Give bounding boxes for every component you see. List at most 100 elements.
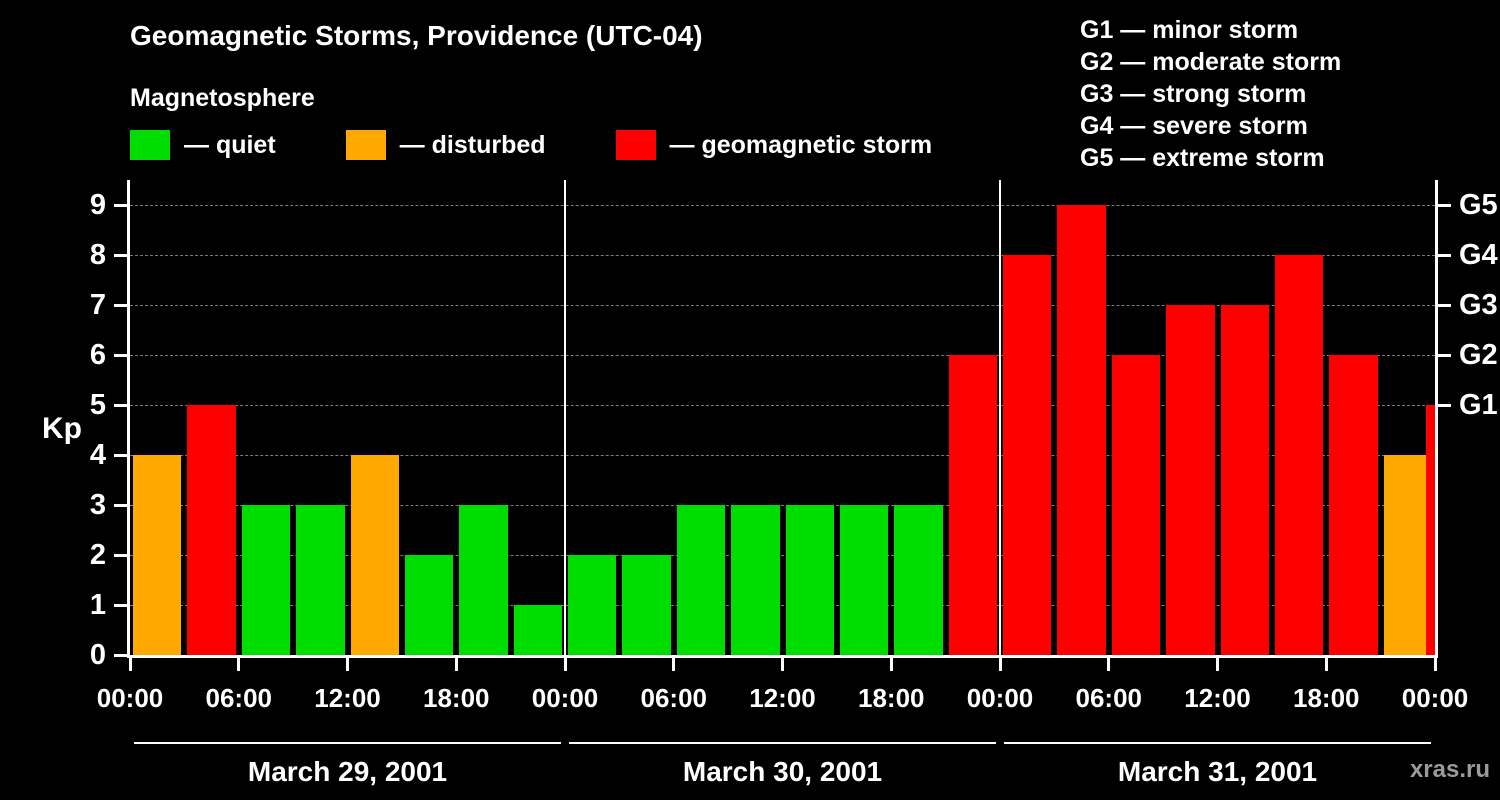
- x-tick-label: 00:00: [1401, 683, 1469, 713]
- storm-scale-g2: G2 — moderate storm: [1080, 48, 1342, 76]
- x-tick: [454, 658, 458, 671]
- storm-scale-g5: G5 — extreme storm: [1080, 144, 1325, 172]
- y-tick: [114, 553, 127, 557]
- y-tick-label: 5: [89, 389, 106, 421]
- x-tick-label: 12:00: [749, 683, 816, 713]
- x-tick-label: 06:00: [1075, 683, 1143, 713]
- day-divider: [564, 180, 566, 655]
- y-tick: [114, 503, 127, 507]
- gridline-kp-1: [130, 605, 1435, 606]
- kp-bar: [1111, 355, 1161, 655]
- legend-item-geomagnetic-storm: — geomagnetic storm: [615, 130, 932, 160]
- date-bracket: [569, 742, 996, 744]
- kp-bar: [948, 355, 997, 655]
- x-tick: [128, 658, 132, 671]
- g-tick-label: G3: [1459, 289, 1498, 321]
- g-tick: [1438, 353, 1451, 357]
- kp-bar: [1003, 255, 1052, 655]
- g-tick: [1438, 203, 1451, 207]
- kp-bar: [1220, 305, 1269, 655]
- y-tick-label: 6: [89, 339, 106, 371]
- kp-bar: [622, 555, 671, 655]
- x-tick: [1107, 658, 1111, 671]
- gridline-kp-3: [130, 505, 1435, 506]
- y-tick: [114, 303, 127, 307]
- date-label: March 29, 2001: [247, 756, 448, 787]
- kp-bar: [133, 455, 182, 655]
- x-tick: [998, 658, 1002, 671]
- y-tick-label: 8: [89, 239, 106, 271]
- kp-bar-partial: [1426, 405, 1435, 655]
- y-tick: [114, 353, 127, 357]
- x-tick-label: 00:00: [966, 683, 1034, 713]
- kp-bar: [404, 555, 454, 655]
- gridline-kp-5: [130, 405, 1435, 406]
- x-tick-label: 06:00: [205, 683, 273, 713]
- x-tick: [237, 658, 241, 671]
- kp-bar: [1383, 455, 1432, 655]
- storm-scale-g3: G3 — strong storm: [1080, 80, 1307, 108]
- legend-swatch-quiet: [130, 130, 170, 160]
- x-tick: [346, 658, 349, 671]
- kp-bar: [296, 505, 345, 655]
- right-axis-line: [1435, 180, 1438, 655]
- g-tick: [1438, 253, 1451, 257]
- x-tick: [1216, 658, 1219, 671]
- legend-swatch-geomagnetic-storm: [615, 130, 656, 160]
- x-tick: [889, 658, 893, 671]
- kp-bar: [187, 405, 236, 655]
- date-label: March 31, 2001: [1117, 756, 1318, 787]
- storm-scale-g4: G4 — severe storm: [1080, 112, 1308, 140]
- kp-bar: [731, 505, 780, 655]
- x-tick: [1324, 658, 1328, 671]
- kp-bar: [676, 505, 726, 655]
- y-tick: [114, 453, 127, 457]
- y-tick-label: 4: [89, 439, 106, 471]
- kp-bar: [568, 555, 617, 655]
- y-tick: [114, 403, 127, 407]
- kp-bar: [1057, 205, 1106, 655]
- kp-bar: [241, 505, 291, 655]
- x-tick: [563, 658, 567, 671]
- y-tick-label: 9: [89, 189, 106, 221]
- kp-bar: [1274, 255, 1324, 655]
- gridline-kp-8: [130, 255, 1435, 256]
- x-tick-label: 12:00: [1184, 683, 1251, 713]
- date-bracket: [1004, 742, 1431, 744]
- y-axis-line: [127, 180, 130, 655]
- x-tick: [781, 658, 784, 671]
- y-tick: [114, 253, 127, 257]
- legend-item-disturbed: — disturbed: [345, 130, 546, 160]
- y-tick-label: 2: [89, 539, 106, 571]
- kp-bar: [785, 505, 834, 655]
- x-tick-label: 00:00: [96, 683, 164, 713]
- gridline-kp-6: [130, 355, 1435, 356]
- legend: — quiet — disturbed — geomagnetic storm: [130, 130, 932, 160]
- y-tick: [114, 203, 127, 207]
- date-bracket: [134, 742, 561, 744]
- storm-scale-g1: G1 — minor storm: [1080, 16, 1299, 44]
- x-tick-label: 06:00: [640, 683, 708, 713]
- kp-bar: [513, 605, 562, 655]
- x-tick-label: 00:00: [531, 683, 599, 713]
- x-tick-label: 18:00: [423, 683, 490, 713]
- y-tick: [114, 603, 127, 607]
- x-axis-line: [127, 655, 1438, 658]
- legend-swatch-disturbed: [345, 130, 386, 160]
- g-tick-label: G2: [1459, 339, 1498, 371]
- g-tick-label: G1: [1459, 389, 1498, 421]
- x-tick-label: 12:00: [314, 683, 381, 713]
- date-label: March 30, 2001: [682, 756, 883, 787]
- g-tick: [1438, 403, 1451, 407]
- kp-bar: [1329, 355, 1378, 655]
- g-tick-label: G4: [1459, 239, 1498, 271]
- y-tick-label: 1: [89, 589, 106, 621]
- watermark: xras.ru: [1409, 756, 1490, 783]
- storm-scale-legend: G1 — minor storm G2 — moderate storm G3 — …: [1080, 14, 1341, 174]
- gridline-kp-4: [130, 455, 1435, 456]
- legend-label: — quiet: [184, 130, 276, 159]
- gridline-kp-7: [130, 305, 1435, 306]
- kp-bar: [839, 505, 889, 655]
